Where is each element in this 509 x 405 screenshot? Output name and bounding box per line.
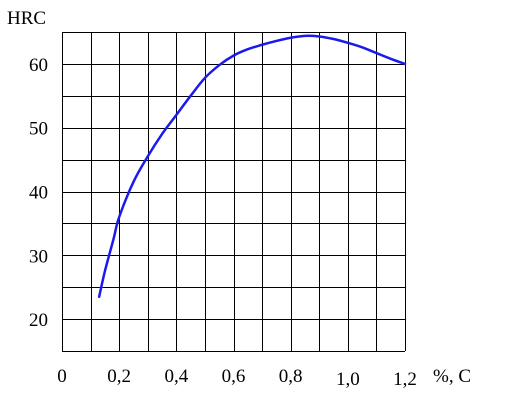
y-tick-label: 40: [29, 183, 48, 204]
x-tick-labels: 0 0,2 0,4 0,6 0,8 1,0 1,2: [57, 366, 417, 390]
y-tick-labels: 20 30 40 50 60: [29, 55, 48, 331]
x-tick-label: 0,8: [279, 366, 303, 387]
y-tick-label: 50: [29, 119, 48, 140]
x-tick-label: 0,6: [222, 366, 246, 387]
y-tick-label: 20: [29, 310, 48, 331]
y-axis-title: HRC: [7, 8, 46, 29]
x-tick-label: 0,2: [107, 366, 131, 387]
y-tick-label: 60: [29, 55, 48, 76]
chart-grid: [62, 32, 406, 352]
y-tick-label: 30: [29, 246, 48, 267]
x-tick-label: 0,4: [164, 366, 188, 387]
x-tick-label: 0: [57, 366, 67, 387]
x-axis-title: %, C: [433, 366, 471, 387]
x-tick-label: 1,2: [393, 369, 417, 390]
series-line: [97, 34, 407, 299]
chart-series: [97, 34, 407, 299]
x-tick-label: 1,0: [336, 369, 360, 390]
